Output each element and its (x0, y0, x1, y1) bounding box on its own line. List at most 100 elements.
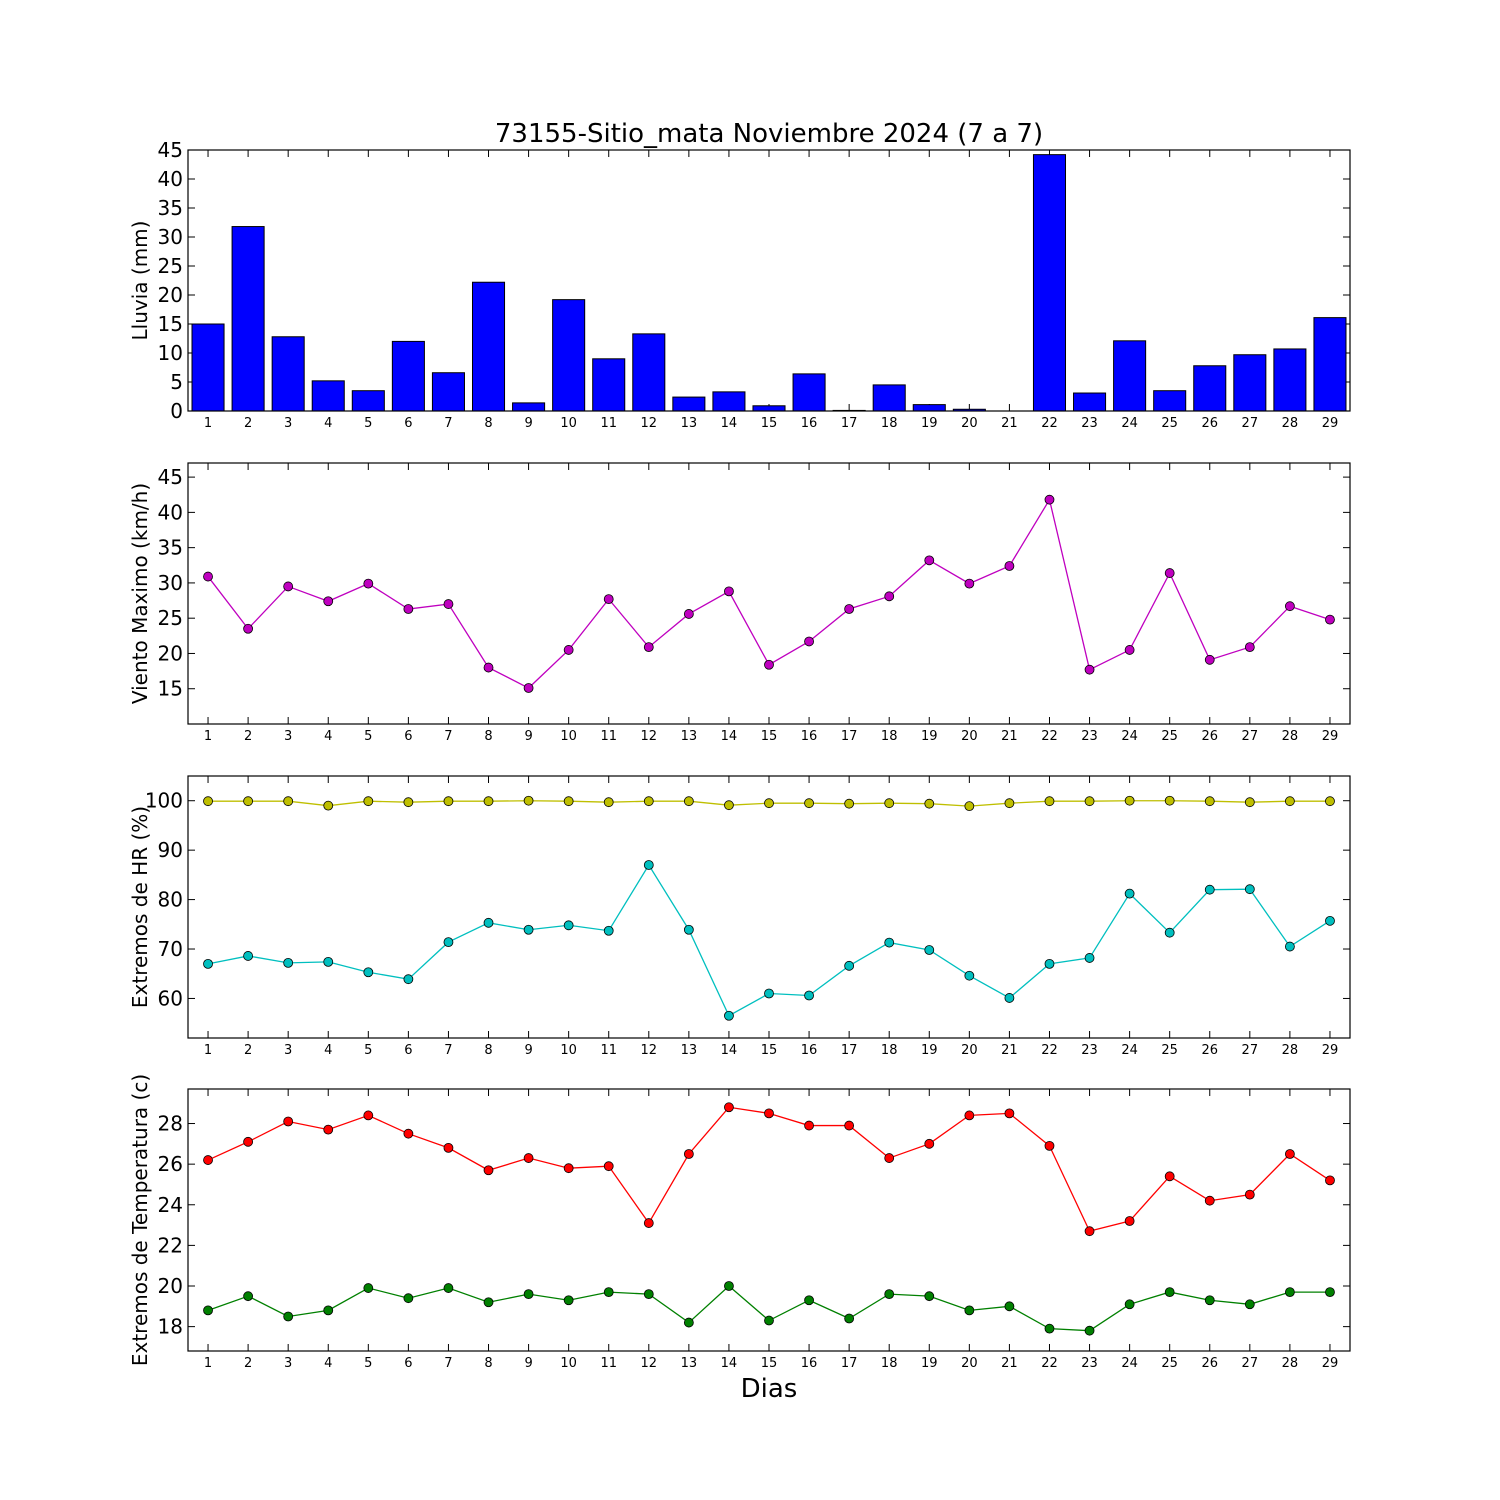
bar-day-9 (512, 402, 546, 412)
data-point-1 (363, 578, 374, 589)
x-tick-label: 22 (1041, 1356, 1058, 1371)
data-point-1 (964, 801, 975, 812)
bar-day-13 (672, 396, 706, 412)
data-point-2 (1164, 1287, 1175, 1298)
x-tick-label: 28 (1282, 1356, 1299, 1371)
y-tick-label: 40 (158, 167, 183, 191)
data-point-2 (603, 1287, 614, 1298)
data-point-1 (1124, 795, 1135, 806)
x-tick-label: 4 (324, 729, 332, 744)
data-point-2 (1084, 1325, 1095, 1336)
bar-day-26 (1193, 365, 1227, 412)
data-point-1 (924, 798, 935, 809)
data-point-1 (363, 796, 374, 807)
bar-day-11 (592, 358, 626, 412)
x-tick-label: 2 (244, 416, 252, 431)
x-tick-label: 6 (404, 416, 412, 431)
data-point-2 (1044, 958, 1055, 969)
y-tick-label: 0 (170, 399, 183, 423)
x-tick-label: 1 (204, 1356, 212, 1371)
data-point-1 (243, 796, 254, 807)
x-tick-label: 29 (1322, 1356, 1339, 1371)
bar-day-22 (1032, 154, 1067, 412)
data-point-1 (1244, 642, 1255, 653)
data-point-2 (483, 1297, 494, 1308)
bar-day-28 (1273, 348, 1307, 412)
bar-day-10 (552, 299, 586, 412)
data-point-1 (483, 662, 494, 673)
data-point-2 (1244, 1299, 1255, 1310)
data-point-1 (924, 555, 935, 566)
data-point-1 (323, 596, 334, 607)
data-point-2 (1204, 1295, 1215, 1306)
x-tick-label: 3 (284, 416, 292, 431)
y-tick-label: 20 (158, 1274, 183, 1298)
data-point-1 (403, 797, 414, 808)
y-tick-label: 20 (158, 641, 183, 665)
data-point-1 (443, 599, 454, 609)
data-point-1 (683, 796, 694, 807)
x-tick-label: 10 (560, 729, 577, 744)
bar-day-3 (271, 336, 305, 412)
x-tick-label: 8 (484, 729, 492, 744)
x-tick-label: 4 (324, 416, 332, 431)
y-tick-label: 45 (158, 138, 183, 162)
x-tick-label: 28 (1282, 729, 1299, 744)
x-tick-label: 14 (721, 729, 738, 744)
y-tick-label: 28 (158, 1112, 183, 1136)
data-point-1 (403, 1128, 414, 1139)
data-point-2 (804, 1295, 814, 1306)
y-tick-label: 20 (158, 283, 183, 307)
data-point-1 (1124, 645, 1135, 655)
x-tick-label: 16 (801, 416, 818, 431)
data-point-2 (363, 967, 374, 978)
x-tick-label: 24 (1121, 729, 1138, 744)
x-tick-label: 23 (1081, 1043, 1098, 1058)
data-point-2 (1284, 1287, 1295, 1298)
x-tick-label: 13 (681, 729, 698, 744)
x-tick-label: 25 (1161, 1043, 1178, 1058)
x-tick-label: 4 (324, 1043, 332, 1058)
data-point-1 (924, 1138, 935, 1149)
data-point-2 (1204, 884, 1215, 895)
x-tick-label: 18 (881, 416, 898, 431)
data-point-2 (764, 1315, 774, 1326)
x-tick-label: 19 (921, 729, 938, 744)
data-point-2 (1244, 884, 1255, 895)
y-tick-label: 15 (158, 312, 183, 336)
data-point-1 (283, 1116, 294, 1127)
x-tick-label: 24 (1121, 1356, 1138, 1371)
data-point-2 (1124, 888, 1135, 899)
bar-day-1 (191, 323, 225, 412)
data-point-2 (523, 1289, 534, 1300)
data-point-1 (804, 636, 814, 647)
data-point-1 (523, 683, 534, 693)
x-tick-label: 25 (1161, 729, 1178, 744)
data-point-1 (724, 800, 734, 811)
data-point-2 (884, 937, 895, 948)
data-point-1 (323, 1124, 334, 1135)
y-tick-label: 80 (158, 888, 183, 912)
data-point-2 (1004, 1301, 1015, 1312)
data-point-1 (443, 796, 454, 807)
x-tick-label: 16 (801, 1356, 818, 1371)
y-tick-label: 30 (158, 571, 183, 595)
x-tick-label: 27 (1242, 1356, 1259, 1371)
data-point-2 (403, 1293, 414, 1304)
data-point-2 (964, 970, 975, 981)
bar-day-19 (912, 404, 946, 412)
data-point-2 (1164, 927, 1175, 938)
data-point-1 (603, 594, 614, 605)
x-tick-label: 18 (881, 1356, 898, 1371)
data-point-1 (804, 1120, 814, 1131)
bar-day-23 (1073, 392, 1107, 412)
data-point-2 (323, 956, 334, 967)
data-point-1 (1044, 796, 1055, 807)
data-point-1 (1244, 797, 1255, 808)
x-tick-label: 16 (801, 1043, 818, 1058)
data-point-1 (683, 609, 694, 619)
